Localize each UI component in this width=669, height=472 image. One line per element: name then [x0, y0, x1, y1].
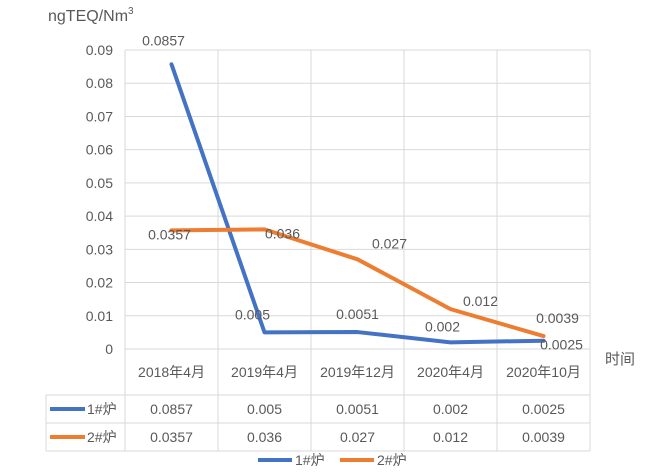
table-series-name: 2#炉	[87, 429, 117, 445]
y-axis-unit-label: ngTEQ/Nm3	[48, 6, 134, 25]
data-label: 0.002	[425, 318, 460, 334]
x-tick-label: 2020年4月	[417, 364, 484, 380]
y-tick-label: 0.01	[86, 308, 113, 324]
y-tick-label: 0.03	[86, 241, 113, 257]
table-cell-value: 0.0051	[336, 401, 379, 417]
table-cell-value: 0.005	[247, 401, 282, 417]
data-label: 0.0857	[142, 32, 185, 48]
table-cell-value: 0.036	[247, 429, 282, 445]
data-label: 0.0051	[336, 306, 379, 322]
table-cell-value: 0.0357	[150, 429, 193, 445]
y-tick-label: 0.05	[86, 175, 113, 191]
y-tick-label: 0.02	[86, 275, 113, 291]
legend-label: 1#炉	[295, 452, 325, 468]
table-cell-value: 0.027	[340, 429, 375, 445]
table-cell-value: 0.0857	[150, 401, 193, 417]
data-label: 0.0025	[540, 337, 583, 353]
x-tick-label: 2018年4月	[138, 364, 205, 380]
table-cell-value: 0.0039	[522, 429, 565, 445]
series-line-2	[169, 227, 546, 339]
y-tick-label: 0	[105, 341, 113, 357]
legend-label: 2#炉	[377, 452, 407, 468]
y-tick-label: 0.09	[86, 42, 113, 58]
data-label: 0.036	[265, 225, 300, 241]
series-line-1	[169, 62, 546, 345]
data-label: 0.005	[235, 306, 270, 322]
data-label: 0.012	[463, 293, 498, 309]
table-cell-value: 0.012	[433, 429, 468, 445]
data-label: 0.0039	[536, 310, 579, 326]
table-cell-value: 0.0025	[522, 401, 565, 417]
x-tick-label: 2019年4月	[231, 364, 298, 380]
data-label: 0.027	[372, 235, 407, 251]
x-tick-label: 2019年12月	[320, 364, 395, 380]
x-axis-title: 时间	[605, 351, 635, 368]
y-tick-label: 0.07	[86, 108, 113, 124]
x-tick-label: 2020年10月	[506, 364, 581, 380]
table-cell-value: 0.002	[433, 401, 468, 417]
data-label: 0.0357	[148, 226, 191, 242]
y-tick-label: 0.08	[86, 75, 113, 91]
y-tick-label: 0.06	[86, 142, 113, 158]
y-tick-label: 0.04	[86, 208, 113, 224]
table-series-name: 1#炉	[87, 401, 117, 417]
